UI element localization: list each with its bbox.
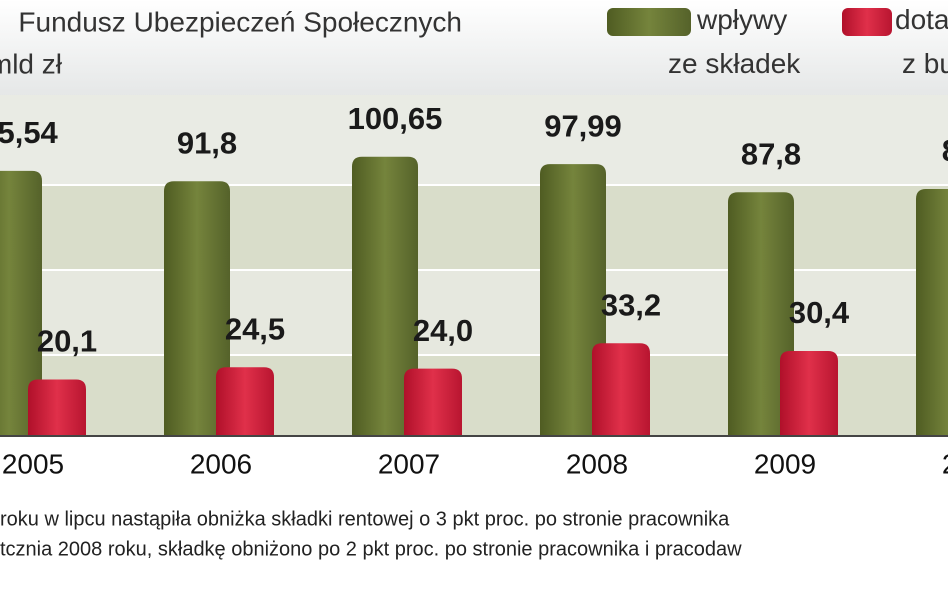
bar xyxy=(780,350,838,435)
bar xyxy=(916,188,948,435)
data-label: 24,0 xyxy=(413,313,473,348)
data-label: 91,8 xyxy=(177,125,237,160)
unit-label: mld zł xyxy=(0,48,63,79)
data-label: 97,99 xyxy=(544,108,622,143)
header-bg xyxy=(0,0,948,100)
bar xyxy=(216,367,274,435)
bar xyxy=(28,379,86,435)
x-tick-label: 2006 xyxy=(190,448,252,479)
x-tick-label: 2007 xyxy=(378,448,440,479)
data-label: 33,2 xyxy=(601,287,661,322)
x-tick-label: 2010 xyxy=(942,448,948,479)
x-tick-label: 2008 xyxy=(566,448,628,479)
chart-title: Fundusz Ubezpieczeń Społecznych xyxy=(18,6,462,37)
data-label: 89 xyxy=(942,133,948,168)
x-tick-label: 2005 xyxy=(2,448,64,479)
bar xyxy=(352,156,418,435)
data-label: 24,5 xyxy=(225,311,285,346)
data-label: 20,1 xyxy=(37,324,97,359)
legend-swatch xyxy=(842,8,892,36)
footnote: roku w lipcu nastąpiła obniżka składki r… xyxy=(0,508,730,530)
bar xyxy=(164,181,230,435)
plot: 2005 95,54 20,1 2006 91,8 24,5 2007 100,65 24,0 2… xyxy=(0,101,948,479)
legend-label: dotacjez budżetu xyxy=(895,4,948,79)
bar xyxy=(728,192,794,435)
bar xyxy=(592,343,650,435)
band xyxy=(0,185,948,270)
band xyxy=(0,95,948,185)
data-label: 95,54 xyxy=(0,115,59,150)
bar xyxy=(404,368,462,435)
legend-swatch xyxy=(607,8,691,36)
x-tick-label: 2009 xyxy=(754,448,816,479)
data-label: 30,4 xyxy=(789,295,850,330)
footnote: tcznia 2008 roku, składkę obniżono po 2 … xyxy=(0,538,742,560)
legend-label: wpływy ze składek xyxy=(668,4,801,79)
bar xyxy=(0,170,42,435)
data-label: 100,65 xyxy=(348,101,443,136)
bar xyxy=(540,164,606,435)
data-label: 87,8 xyxy=(741,136,801,171)
